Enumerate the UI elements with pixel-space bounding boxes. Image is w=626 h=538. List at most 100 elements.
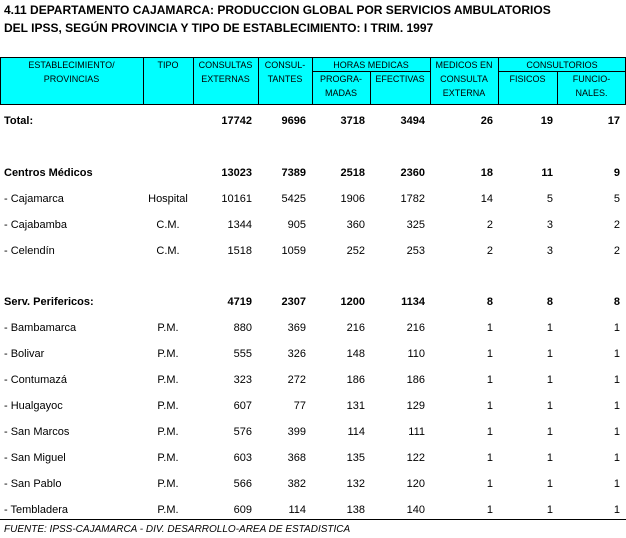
header-label: CONSULTAS xyxy=(198,60,253,70)
header-rule xyxy=(370,71,371,104)
footer-rule xyxy=(0,519,626,520)
header-rule xyxy=(312,71,430,72)
cell-value: 5 xyxy=(546,193,553,205)
cell-value: 2 xyxy=(486,245,493,257)
cell-value: 11 xyxy=(541,167,553,179)
row-label: - Cajabamba xyxy=(4,219,67,231)
header-label: PROGRA- xyxy=(319,74,362,84)
cell-value: 368 xyxy=(287,452,306,464)
cell-value: 1134 xyxy=(401,296,425,308)
cell-value: 1 xyxy=(486,504,493,516)
cell-value: 5 xyxy=(613,193,620,205)
cell-value: 8 xyxy=(486,296,493,308)
cell-value: 1 xyxy=(546,452,553,464)
cell-value: 17 xyxy=(607,115,620,127)
cell-value: 77 xyxy=(293,400,306,412)
cell-value: 1518 xyxy=(227,245,252,257)
cell-value: 607 xyxy=(233,400,252,412)
cell-value: 1 xyxy=(613,322,620,334)
header-rule xyxy=(312,57,313,104)
row-label: - Contumazá xyxy=(4,374,67,386)
cell-value: 3 xyxy=(546,245,553,257)
cell-value: 382 xyxy=(287,478,306,490)
header-rule xyxy=(430,57,431,104)
cell-value: 18 xyxy=(480,167,493,179)
cell-value: 1 xyxy=(613,452,620,464)
row-type: C.M. xyxy=(156,245,180,257)
row-type: P.M. xyxy=(157,348,179,360)
cell-value: 138 xyxy=(346,504,365,516)
cell-value: 1 xyxy=(486,400,493,412)
cell-value: 603 xyxy=(233,452,252,464)
cell-value: 2 xyxy=(613,245,620,257)
header-label: CONSULTA xyxy=(440,74,488,84)
row-label: - Celendín xyxy=(4,245,55,257)
header-background xyxy=(0,57,626,105)
cell-value: 14 xyxy=(480,193,493,205)
header-rule xyxy=(498,71,626,72)
cell-value: 140 xyxy=(406,504,425,516)
row-type: P.M. xyxy=(157,322,179,334)
row-label: - San Pablo xyxy=(4,478,62,490)
cell-value: 576 xyxy=(233,426,252,438)
header-label: CONSULTORIOS xyxy=(526,60,598,70)
cell-value: 4719 xyxy=(227,296,252,308)
row-label: - Bolivar xyxy=(4,348,45,360)
cell-value: 325 xyxy=(406,219,425,231)
header-label: FISICOS xyxy=(509,74,546,84)
row-type: P.M. xyxy=(157,504,179,516)
cell-value: 186 xyxy=(406,374,425,386)
row-type: P.M. xyxy=(157,400,179,412)
cell-value: 555 xyxy=(233,348,252,360)
cell-value: 2 xyxy=(613,219,620,231)
cell-value: 1059 xyxy=(281,245,306,257)
header-rule xyxy=(258,57,259,104)
header-rule xyxy=(557,71,558,104)
cell-value: 399 xyxy=(287,426,306,438)
cell-value: 13023 xyxy=(221,167,252,179)
header-label: CONSUL- xyxy=(264,60,306,70)
header-label: EFECTIVAS xyxy=(375,74,425,84)
source: FUENTE: IPSS-CAJAMARCA - DIV. DESARROLLO… xyxy=(4,524,351,535)
cell-value: 1 xyxy=(613,504,620,516)
cell-value: 3 xyxy=(546,219,553,231)
header-rule xyxy=(193,57,194,104)
cell-value: 216 xyxy=(406,322,425,334)
row-label: - Hualgayoc xyxy=(4,400,63,412)
cell-value: 132 xyxy=(346,478,365,490)
cell-value: 131 xyxy=(346,400,365,412)
cell-value: 272 xyxy=(287,374,306,386)
cell-value: 1 xyxy=(486,322,493,334)
cell-value: 17742 xyxy=(221,115,252,127)
cell-value: 8 xyxy=(613,296,620,308)
row-label: Centros Médicos xyxy=(4,167,93,179)
header-label: TIPO xyxy=(157,60,179,70)
header-label: EXTERNAS xyxy=(201,74,250,84)
cell-value: 120 xyxy=(406,478,425,490)
cell-value: 7389 xyxy=(281,167,306,179)
cell-value: 1 xyxy=(486,452,493,464)
row-label: Total: xyxy=(4,115,34,127)
cell-value: 1 xyxy=(613,426,620,438)
header-label: TANTES xyxy=(267,74,303,84)
cell-value: 9 xyxy=(613,167,620,179)
cell-value: 253 xyxy=(406,245,425,257)
row-label: - Cajamarca xyxy=(4,193,64,205)
header-label: MADAS xyxy=(324,88,357,98)
cell-value: 1 xyxy=(613,478,620,490)
header-label: FUNCIO- xyxy=(572,74,611,84)
cell-value: 5425 xyxy=(281,193,306,205)
cell-value: 1782 xyxy=(400,193,425,205)
cell-value: 1906 xyxy=(340,193,365,205)
cell-value: 1 xyxy=(546,478,553,490)
cell-value: 2518 xyxy=(340,167,365,179)
header-label: HORAS MEDICAS xyxy=(333,60,409,70)
row-label: - Tembladera xyxy=(4,504,68,516)
cell-value: 8 xyxy=(546,296,553,308)
row-type: P.M. xyxy=(157,478,179,490)
header-label: ESTABLECIMIENTO/ xyxy=(28,60,115,70)
cell-value: 1 xyxy=(546,374,553,386)
cell-value: 1 xyxy=(486,478,493,490)
row-label: Serv. Perifericos: xyxy=(4,296,94,308)
